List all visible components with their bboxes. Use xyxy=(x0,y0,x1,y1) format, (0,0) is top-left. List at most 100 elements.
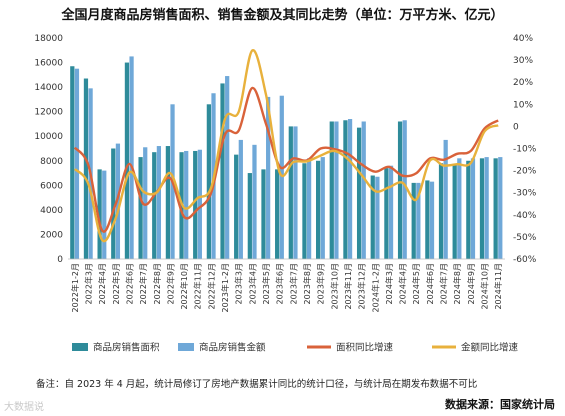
bar-area-18 xyxy=(316,160,321,259)
bar-area-30 xyxy=(479,158,485,259)
bar-amount-25 xyxy=(416,182,421,259)
left-axis-tick-3: 6000 xyxy=(40,181,63,191)
x-tick-21: 2023年12月 xyxy=(357,263,367,310)
x-tick-14: 2023年5月 xyxy=(261,263,271,304)
bar-area-23 xyxy=(384,168,389,259)
bar-area-5 xyxy=(138,157,143,259)
bar-area-21 xyxy=(356,127,362,259)
bar-area-19 xyxy=(329,121,334,260)
x-tick-13: 2023年4月 xyxy=(247,263,257,304)
bar-area-7 xyxy=(165,146,171,259)
bar-amount-28 xyxy=(457,158,462,259)
bar-amount-9 xyxy=(197,149,202,259)
bar-area-22 xyxy=(370,175,375,259)
bar-amount-26 xyxy=(429,181,435,259)
watermark: 大数据说 xyxy=(4,402,44,413)
right-axis-tick-1: -50% xyxy=(513,233,537,243)
left-axis-tick-9: 18000 xyxy=(34,34,63,44)
bar-area-11 xyxy=(220,83,225,260)
bar-amount-30 xyxy=(484,157,489,259)
x-tick-4: 2022年6月 xyxy=(124,263,134,304)
bar-area-6 xyxy=(152,152,157,259)
bar-area-3 xyxy=(111,148,116,259)
x-tick-7: 2022年9月 xyxy=(165,263,175,304)
legend-label-3: 金额同比增速 xyxy=(461,342,519,354)
left-axis-tick-1: 2000 xyxy=(40,230,63,240)
line-amount-yoy xyxy=(73,49,499,243)
bar-amount-15 xyxy=(279,95,284,260)
x-tick-15: 2023年6月 xyxy=(275,263,285,304)
x-tick-16: 2023年7月 xyxy=(288,263,298,304)
left-axis-tick-6: 12000 xyxy=(34,108,63,118)
bar-amount-22 xyxy=(375,176,380,259)
right-axis-tick-2: -40% xyxy=(513,211,537,221)
bar-area-0 xyxy=(70,66,75,260)
bar-amount-4 xyxy=(129,56,134,259)
x-tick-18: 2023年9月 xyxy=(316,263,326,304)
x-tick-10: 2022年12月 xyxy=(206,263,216,310)
bar-amount-5 xyxy=(143,147,148,259)
bar-area-27 xyxy=(438,163,444,259)
x-tick-20: 2023年11月 xyxy=(343,263,353,310)
bar-amount-12 xyxy=(238,139,243,259)
left-axis-tick-0: 0 xyxy=(57,255,63,265)
x-tick-0: 2022年1-2月 xyxy=(70,263,80,312)
bar-amount-0 xyxy=(74,68,80,259)
bar-area-4 xyxy=(124,62,130,260)
x-tick-26: 2024年6月 xyxy=(425,263,435,304)
bar-amount-23 xyxy=(388,165,394,259)
bar-area-10 xyxy=(206,104,211,259)
bar-area-31 xyxy=(493,158,498,259)
bar-area-24 xyxy=(397,121,403,260)
bar-amount-31 xyxy=(498,157,503,259)
footnote: 备注：自 2023 年 4 月起，统计局修订了房地产数据累计同比的统计口径，与统… xyxy=(36,379,478,390)
chart-title: 全国月度商品房销售面积、销售金额及其同比走势（单位：万平方米、亿元） xyxy=(61,8,504,23)
bar-amount-13 xyxy=(252,144,257,259)
x-tick-17: 2023年8月 xyxy=(302,263,312,304)
bar-area-28 xyxy=(452,164,457,259)
bar-amount-27 xyxy=(443,139,448,259)
bar-area-20 xyxy=(343,120,348,259)
x-tick-12: 2023年3月 xyxy=(234,263,244,304)
x-tick-3: 2022年5月 xyxy=(111,263,121,304)
bar-amount-14 xyxy=(266,96,271,260)
bar-amount-20 xyxy=(347,119,353,259)
legend-label-1: 商品房销售金额 xyxy=(199,342,266,354)
x-tick-31: 2024年11月 xyxy=(493,263,503,310)
x-tick-1: 2022年3月 xyxy=(83,263,93,304)
legend-swatch-0 xyxy=(72,343,88,351)
x-tick-25: 2024年5月 xyxy=(411,263,421,304)
legend-label-0: 商品房销售面积 xyxy=(93,342,160,354)
left-axis-tick-2: 4000 xyxy=(40,206,63,216)
bar-area-9 xyxy=(193,150,198,259)
bar-area-14 xyxy=(261,169,266,259)
bar-area-13 xyxy=(247,173,252,259)
bar-area-26 xyxy=(425,180,430,259)
x-tick-5: 2022年7月 xyxy=(138,263,148,304)
right-axis-tick-10: 40% xyxy=(513,34,533,44)
bar-area-17 xyxy=(302,163,307,259)
bar-area-29 xyxy=(466,160,471,259)
line-area-yoy xyxy=(73,86,499,233)
bar-amount-21 xyxy=(361,121,366,260)
bar-amount-19 xyxy=(334,121,339,260)
bar-area-2 xyxy=(97,169,102,259)
bar-amount-24 xyxy=(402,120,407,259)
bar-amount-11 xyxy=(225,76,230,259)
bar-amount-6 xyxy=(156,146,162,259)
x-tick-22: 2024年1-2月 xyxy=(370,263,380,312)
bar-area-1 xyxy=(83,78,89,260)
x-tick-27: 2024年7月 xyxy=(439,263,449,304)
x-tick-23: 2024年3月 xyxy=(384,263,394,304)
legend-label-2: 面积同比增速 xyxy=(336,342,394,354)
x-tick-19: 2023年10月 xyxy=(329,263,339,310)
bar-amount-16 xyxy=(293,126,298,260)
x-tick-28: 2024年8月 xyxy=(452,263,462,304)
data-source: 数据来源：国家统计局 xyxy=(445,398,555,411)
left-axis-tick-4: 8000 xyxy=(40,157,63,167)
x-tick-8: 2022年10月 xyxy=(179,263,189,310)
right-axis-tick-6: 0 xyxy=(513,122,519,132)
x-tick-6: 2022年8月 xyxy=(152,263,162,304)
bar-amount-2 xyxy=(102,170,107,259)
